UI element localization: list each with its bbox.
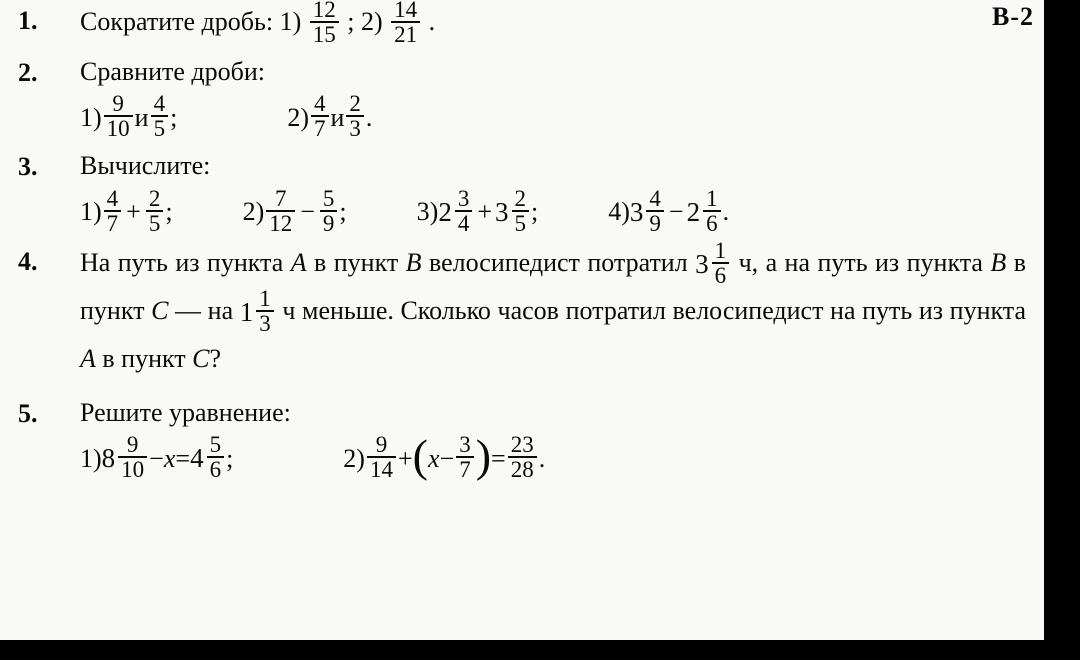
mixed-number: 8910 — [102, 435, 150, 483]
problem-content: Решите уравнение: 1) 8910 − x = 456 ; 2)… — [80, 393, 1026, 483]
separator: ; — [531, 192, 538, 232]
fraction: 1215 — [310, 0, 339, 46]
end-punct: . — [366, 98, 373, 138]
end-punct: . — [723, 192, 730, 232]
subpart: 3) 234 + 325 ; — [417, 189, 539, 237]
fraction: 2328 — [508, 433, 537, 481]
problem-number: 1. — [18, 0, 80, 36]
fraction: 1421 — [391, 0, 420, 46]
subpart-label: 4) — [608, 192, 630, 232]
problem-number: 3. — [18, 146, 80, 182]
separator: ; — [339, 192, 346, 232]
and-word: и — [135, 98, 149, 138]
text: — на — [168, 296, 239, 325]
mixed-number: 349 — [630, 189, 666, 237]
subpart: 1) 47 + 25 ; — [80, 189, 173, 237]
fraction: 712 — [266, 187, 295, 235]
operator: + — [398, 439, 413, 479]
point-label: B — [406, 248, 422, 277]
mixed-number: 316 — [695, 241, 731, 289]
mixed-number: 234 — [438, 189, 474, 237]
problem-number: 5. — [18, 393, 80, 429]
problem-content: На путь из пункта A в пункт B велосипеди… — [80, 241, 1026, 381]
problem-content: Сравните дроби: 1) 910 и 45 ; 2) 47 и 23… — [80, 52, 1026, 142]
text: ч мень­ше. Сколько часов потратил велоси… — [282, 296, 1026, 325]
and-word: и — [331, 98, 345, 138]
problem-5: 5. Решите уравнение: 1) 8910 − x = 456 ;… — [18, 393, 1026, 483]
operator: − — [440, 439, 455, 479]
subpart-label: 2) — [287, 98, 309, 138]
fraction: 23 — [346, 92, 364, 140]
variable: x — [164, 439, 176, 479]
prompt-text: Сравните дроби: — [80, 52, 1026, 92]
subpart-label: 3) — [417, 192, 439, 232]
fraction: 45 — [151, 92, 169, 140]
subpart-label: 1) — [80, 439, 102, 479]
prompt-text: Вычислите: — [80, 146, 1026, 186]
subpart-label: 1) — [80, 192, 102, 232]
subpart: 1) 8910 − x = 456 ; — [80, 435, 233, 483]
mixed-number: 456 — [190, 435, 226, 483]
fraction: 914 — [367, 433, 396, 481]
separator: ; — [165, 192, 172, 232]
text: На путь из пункта — [80, 248, 291, 277]
separator: ; — [347, 7, 361, 36]
subpart-label: 2) — [361, 7, 389, 36]
mixed-number: 113 — [240, 289, 276, 337]
worksheet-page: В-2 1. Сократите дробь: 1) 1215 ; 2) 142… — [0, 0, 1044, 640]
operator: + — [477, 192, 492, 232]
point-label: B — [990, 248, 1006, 277]
subpart: 2) 914 + ( x − 37 ) = 2328 . — [343, 435, 545, 483]
text: ч, а на путь из пункта — [739, 248, 991, 277]
fraction: 910 — [104, 92, 133, 140]
text: велосипедист потратил — [422, 248, 696, 277]
variant-label: В-2 — [992, 2, 1034, 32]
operator: − — [300, 192, 315, 232]
prompt-text: Сократите дробь: — [80, 7, 280, 36]
end-punct: . — [539, 439, 546, 479]
operator: + — [126, 192, 141, 232]
text: в пункт — [96, 344, 192, 373]
subpart: 4) 349 − 216 . — [608, 189, 729, 237]
prompt-text: Решите уравнение: — [80, 393, 1026, 433]
variable: x — [428, 439, 440, 479]
problem-content: Вычислите: 1) 47 + 25 ; 2) 712 − 59 ; — [80, 146, 1026, 236]
mixed-number: 325 — [495, 189, 531, 237]
point-label: A — [291, 248, 307, 277]
fraction: 47 — [311, 92, 329, 140]
operator: − — [669, 192, 684, 232]
fraction: 59 — [320, 187, 338, 235]
fraction: 25 — [146, 187, 164, 235]
separator: ; — [226, 439, 233, 479]
problem-2: 2. Сравните дроби: 1) 910 и 45 ; 2) 47 и… — [18, 52, 1026, 142]
problem-number: 4. — [18, 241, 80, 277]
subpart: 1) 910 и 45 ; — [80, 94, 177, 142]
operator: − — [149, 439, 164, 479]
text: в пункт — [307, 248, 406, 277]
fraction: 47 — [104, 187, 122, 235]
fraction: 37 — [456, 433, 474, 481]
subpart-label: 2) — [343, 439, 365, 479]
subpart-label: 2) — [243, 192, 265, 232]
subpart-label: 1) — [80, 98, 102, 138]
point-label: C — [151, 296, 168, 325]
problem-4: 4. На путь из пункта A в пункт B велосип… — [18, 241, 1026, 381]
problem-1: 1. Сократите дробь: 1) 1215 ; 2) 1421 . — [18, 0, 1026, 48]
subpart-label: 1) — [280, 7, 308, 36]
equals: = — [175, 439, 190, 479]
separator: ; — [170, 98, 177, 138]
subpart: 2) 47 и 23 . — [287, 94, 372, 142]
problem-3: 3. Вычислите: 1) 47 + 25 ; 2) 712 − 59 ; — [18, 146, 1026, 236]
problem-number: 2. — [18, 52, 80, 88]
mixed-number: 216 — [687, 189, 723, 237]
point-label: A — [80, 344, 96, 373]
end-punct: . — [429, 7, 436, 36]
equals: = — [491, 439, 506, 479]
problem-content: Сократите дробь: 1) 1215 ; 2) 1421 . — [80, 0, 1026, 48]
subpart: 2) 712 − 59 ; — [243, 189, 347, 237]
point-label: C — [192, 344, 209, 373]
end-punct: ? — [210, 344, 222, 373]
